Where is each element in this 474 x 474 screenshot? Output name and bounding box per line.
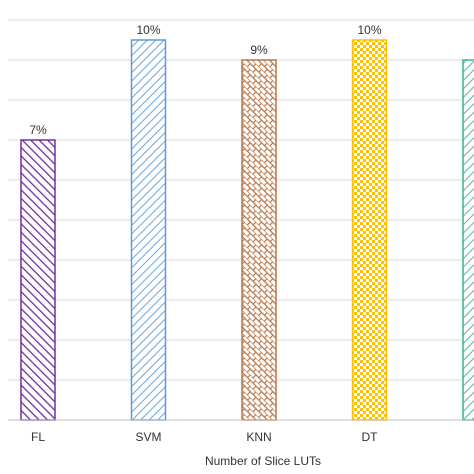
x-tick-label: SVM: [135, 430, 161, 444]
data-label: 10%: [357, 23, 381, 37]
x-tick-label: DT: [362, 430, 379, 444]
bar: [241, 59, 277, 421]
bar: [20, 139, 56, 421]
bar: [130, 39, 167, 421]
bar: [462, 59, 474, 421]
data-label: 9%: [250, 43, 268, 57]
x-axis-title: Number of Slice LUTs: [205, 454, 321, 468]
x-tick-label: KNN: [246, 430, 271, 444]
bar: [351, 39, 388, 421]
x-tick-label: FL: [31, 430, 45, 444]
data-label: 7%: [29, 123, 47, 137]
data-label: 10%: [136, 23, 160, 37]
